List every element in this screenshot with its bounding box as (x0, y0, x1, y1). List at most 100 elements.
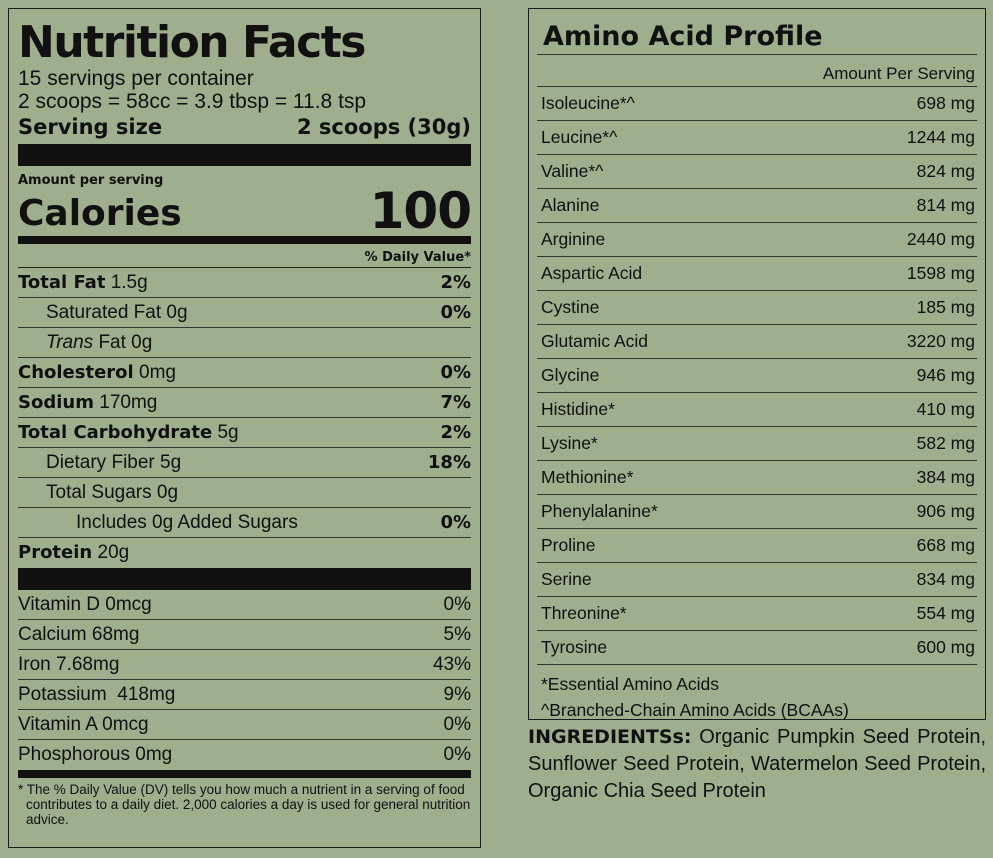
vitamin-row-calcium: Calcium 68mg 5% (18, 620, 471, 650)
amino-acid-row: Threonine* 554 mg (537, 597, 977, 631)
vitamin-row-iron: Iron 7.68mg 43% (18, 650, 471, 680)
nutrient-name: Cholesterol (18, 361, 134, 383)
nutrient-row-added-sugars: Includes 0g Added Sugars 0% (18, 508, 471, 538)
vitamin-dv: 0% (443, 713, 471, 735)
amino-acid-row: Proline 668 mg (537, 529, 977, 563)
thick-divider (18, 568, 471, 590)
amino-acid-name: Glutamic Acid (541, 331, 648, 351)
nutrient-amount: Includes 0g Added Sugars (76, 511, 298, 533)
amino-acid-amount: 384 mg (916, 467, 975, 487)
calories-value: 100 (369, 182, 472, 240)
vitamin-name: Vitamin A 0mcg (18, 713, 149, 735)
amino-acid-list: Isoleucine*^ 698 mg Leucine*^ 1244 mg Valine… (537, 87, 977, 665)
amino-acid-row: Methionine* 384 mg (537, 461, 977, 495)
amino-acid-name: Proline (541, 535, 596, 555)
amino-acid-name: Serine (541, 569, 592, 589)
amino-acid-row: Serine 834 mg (537, 563, 977, 597)
essential-note: *Essential Amino Acids (541, 674, 720, 694)
nutrient-row-saturated-fat: Saturated Fat 0g 0% (18, 298, 471, 328)
nutrient-name: Sodium (18, 391, 94, 413)
amino-acid-name: Threonine* (541, 603, 627, 623)
nutrient-amount: 170mg (93, 391, 158, 413)
amino-acid-name: Methionine* (541, 467, 634, 487)
vitamin-name: Vitamin D 0mcg (18, 593, 152, 615)
calories-label: Calories (18, 193, 182, 234)
nutrient-row-total-sugars: Total Sugars 0g (18, 478, 471, 508)
amino-acid-amount: 946 mg (916, 365, 975, 385)
amino-acid-name: Histidine* (541, 399, 615, 419)
nutrition-facts-title: Nutrition Facts (18, 17, 366, 68)
amino-acid-amount: 824 mg (916, 161, 975, 181)
vitamin-row-a: Vitamin A 0mcg 0% (18, 710, 471, 740)
amino-acid-row: Glycine 946 mg (537, 359, 977, 393)
nutrient-dv: 0% (440, 302, 471, 323)
amino-acid-amount: 834 mg (916, 569, 975, 589)
nutrient-name: Trans (46, 331, 94, 353)
bcaa-note: ^Branched-Chain Amino Acids (BCAAs) (541, 700, 849, 720)
daily-value-footnote: * The % Daily Value (DV) tells you how m… (18, 782, 471, 827)
nutrient-row-sodium: Sodium 170mg 7% (18, 388, 471, 418)
vitamin-row-potassium: Potassium 418mg 9% (18, 680, 471, 710)
amino-acid-row: Aspartic Acid 1598 mg (537, 257, 977, 291)
nutrient-dv: 0% (440, 362, 471, 383)
amino-acid-name: Leucine*^ (541, 127, 618, 147)
amino-acid-name: Aspartic Acid (541, 263, 643, 283)
amount-per-serving-header: Amount Per Serving (537, 55, 977, 87)
vitamin-dv: 5% (443, 623, 471, 645)
amino-acid-name: Isoleucine*^ (541, 93, 635, 113)
nutrient-dv: 7% (440, 392, 471, 413)
amino-acid-name: Glycine (541, 365, 600, 385)
serving-size-row: Serving size 2 scoops (30g) (18, 113, 471, 141)
nutrient-dv: 2% (440, 272, 471, 293)
amino-acid-amount: 554 mg (916, 603, 975, 623)
nutrient-row-trans-fat: Trans Fat 0g (18, 328, 471, 358)
nutrient-row-cholesterol: Cholesterol 0mg 0% (18, 358, 471, 388)
amino-acid-row: Phenylalanine* 906 mg (537, 495, 977, 529)
scoop-equivalent: 2 scoops = 58cc = 3.9 tbsp = 11.8 tsp (18, 90, 367, 113)
amino-acid-amount: 906 mg (916, 501, 975, 521)
amino-acid-name: Arginine (541, 229, 606, 249)
amino-acid-amount: 410 mg (916, 399, 975, 419)
daily-value-header: % Daily Value* (18, 244, 471, 268)
nutrient-name: Total Fat (18, 271, 106, 293)
amino-acid-name: Alanine (541, 195, 600, 215)
nutrient-amount: Saturated Fat 0g (46, 301, 188, 323)
nutrient-amount: 1.5g (105, 271, 148, 293)
amino-acid-amount: 600 mg (916, 637, 975, 657)
amino-acid-row: Histidine* 410 mg (537, 393, 977, 427)
nutrient-row-dietary-fiber: Dietary Fiber 5g 18% (18, 448, 471, 478)
vitamin-name: Potassium 418mg (18, 683, 176, 705)
nutrient-dv: 18% (427, 452, 471, 473)
nutrient-amount: Dietary Fiber 5g (46, 451, 182, 473)
amino-acid-amount: 1598 mg (906, 263, 975, 283)
serving-size-value: 2 scoops (30g) (296, 115, 471, 139)
nutrient-amount: 5g (212, 421, 239, 443)
calories-row: Calories 100 (18, 182, 472, 240)
nutrient-amount: 0mg (133, 361, 176, 383)
amino-acid-row: Tyrosine 600 mg (537, 631, 977, 665)
amino-acid-title: Amino Acid Profile (537, 9, 977, 55)
nutrient-row-total-carbohydrate: Total Carbohydrate 5g 2% (18, 418, 471, 448)
amino-acid-amount: 698 mg (916, 93, 975, 113)
amino-acid-row: Cystine 185 mg (537, 291, 977, 325)
medium-divider (18, 770, 471, 778)
amino-acid-amount: 185 mg (916, 297, 975, 317)
vitamin-name: Calcium 68mg (18, 623, 140, 645)
ingredients-label: INGREDIENTSs: (528, 726, 692, 748)
servings-per-container: 15 servings per container (18, 67, 254, 90)
amino-acid-name: Phenylalanine* (541, 501, 658, 521)
vitamin-dv: 0% (443, 744, 471, 765)
amino-acid-row: Glutamic Acid 3220 mg (537, 325, 977, 359)
amino-acid-amount: 2440 mg (906, 229, 975, 249)
amino-acid-name: Cystine (541, 297, 600, 317)
vitamin-dv: 9% (443, 683, 471, 705)
amino-acid-row: Isoleucine*^ 698 mg (537, 87, 977, 121)
nutrient-dv: 0% (440, 512, 471, 533)
amino-acid-row: Alanine 814 mg (537, 189, 977, 223)
amino-acid-name: Tyrosine (541, 637, 608, 657)
thick-divider (18, 144, 471, 166)
amino-acid-row: Lysine* 582 mg (537, 427, 977, 461)
vitamin-name: Iron 7.68mg (18, 653, 120, 675)
vitamin-dv: 43% (432, 653, 471, 675)
amino-acid-amount: 1244 mg (906, 127, 975, 147)
